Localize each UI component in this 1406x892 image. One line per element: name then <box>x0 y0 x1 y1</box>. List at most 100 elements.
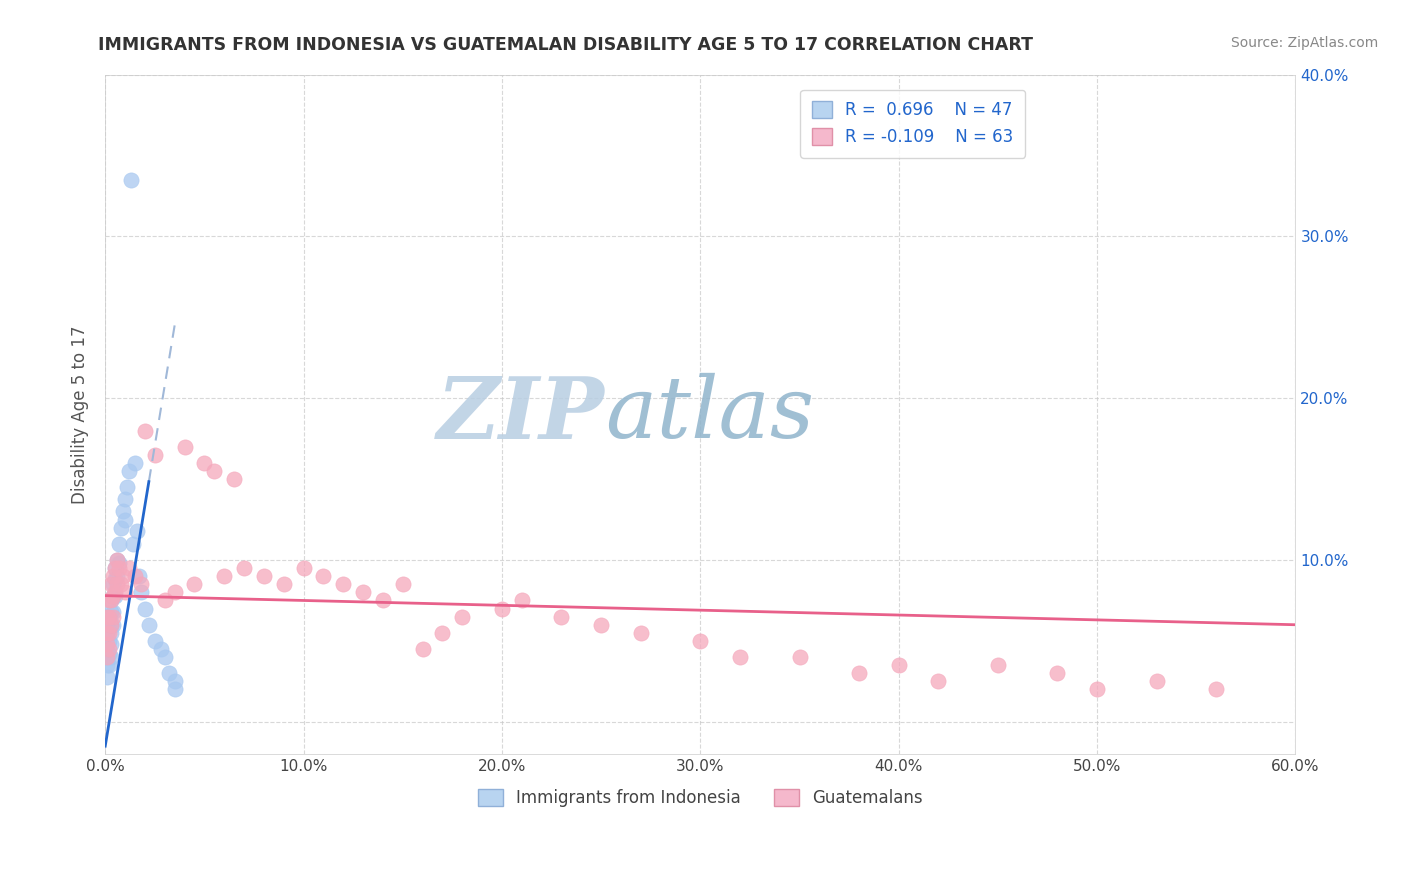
Point <box>1205 682 1227 697</box>
Point <box>96 625 118 640</box>
Point <box>124 456 146 470</box>
Point <box>202 464 225 478</box>
Point <box>110 521 132 535</box>
Point <box>510 593 533 607</box>
Point <box>630 625 652 640</box>
Point <box>96 642 118 657</box>
Text: atlas: atlas <box>605 373 814 456</box>
Point <box>101 569 124 583</box>
Point <box>96 637 118 651</box>
Point <box>728 650 751 665</box>
Point <box>100 593 122 607</box>
Point <box>98 642 121 657</box>
Point <box>101 589 124 603</box>
Point <box>125 524 148 538</box>
Point <box>114 585 136 599</box>
Point <box>105 553 128 567</box>
Point <box>112 504 135 518</box>
Point <box>848 666 870 681</box>
Point <box>98 621 121 635</box>
Point <box>128 569 150 583</box>
Point <box>100 650 122 665</box>
Point <box>273 577 295 591</box>
Point <box>100 593 122 607</box>
Point <box>98 609 121 624</box>
Point <box>173 440 195 454</box>
Point <box>451 609 474 624</box>
Text: IMMIGRANTS FROM INDONESIA VS GUATEMALAN DISABILITY AGE 5 TO 17 CORRELATION CHART: IMMIGRANTS FROM INDONESIA VS GUATEMALAN … <box>98 36 1033 54</box>
Point <box>98 658 121 673</box>
Point <box>1046 666 1069 681</box>
Point <box>371 593 394 607</box>
Point <box>143 448 166 462</box>
Point <box>104 585 127 599</box>
Point <box>101 609 124 624</box>
Point <box>98 609 121 624</box>
Point <box>118 464 141 478</box>
Point <box>101 589 124 603</box>
Point <box>391 577 413 591</box>
Point <box>224 472 246 486</box>
Point <box>108 537 131 551</box>
Point <box>101 577 124 591</box>
Point <box>96 625 118 640</box>
Point <box>114 512 136 526</box>
Point <box>96 669 118 683</box>
Point <box>212 569 235 583</box>
Point <box>412 642 434 657</box>
Point <box>104 561 127 575</box>
Point <box>183 577 205 591</box>
Point <box>98 593 121 607</box>
Point <box>193 456 215 470</box>
Point <box>118 561 141 575</box>
Point <box>332 577 354 591</box>
Point <box>887 658 910 673</box>
Point <box>100 637 122 651</box>
Point <box>987 658 1010 673</box>
Point <box>292 561 315 575</box>
Point <box>98 634 121 648</box>
Point <box>108 561 131 575</box>
Point <box>129 585 152 599</box>
Point <box>157 666 180 681</box>
Point <box>104 573 127 587</box>
Point <box>129 577 152 591</box>
Legend: Immigrants from Indonesia, Guatemalans: Immigrants from Indonesia, Guatemalans <box>471 782 929 814</box>
Point <box>491 601 513 615</box>
Point <box>101 605 124 619</box>
Point <box>110 577 132 591</box>
Point <box>104 561 127 575</box>
Point <box>96 609 118 624</box>
Point <box>163 674 186 689</box>
Y-axis label: Disability Age 5 to 17: Disability Age 5 to 17 <box>72 325 89 504</box>
Point <box>96 650 118 665</box>
Point <box>1085 682 1108 697</box>
Text: Source: ZipAtlas.com: Source: ZipAtlas.com <box>1230 36 1378 50</box>
Point <box>108 556 131 570</box>
Point <box>120 172 142 186</box>
Point <box>163 585 186 599</box>
Point <box>98 625 121 640</box>
Point <box>100 577 122 591</box>
Point <box>105 577 128 591</box>
Point <box>312 569 335 583</box>
Point <box>352 585 374 599</box>
Point <box>124 569 146 583</box>
Point <box>122 537 145 551</box>
Point <box>101 617 124 632</box>
Point <box>134 601 156 615</box>
Point <box>100 605 122 619</box>
Point <box>115 480 138 494</box>
Text: ZIP: ZIP <box>437 373 605 456</box>
Point <box>149 642 172 657</box>
Point <box>233 561 256 575</box>
Point <box>789 650 811 665</box>
Point <box>96 650 118 665</box>
Point <box>153 650 176 665</box>
Point <box>96 658 118 673</box>
Point <box>1146 674 1168 689</box>
Point <box>100 625 122 640</box>
Point <box>163 682 186 697</box>
Point <box>432 625 454 640</box>
Point <box>112 569 135 583</box>
